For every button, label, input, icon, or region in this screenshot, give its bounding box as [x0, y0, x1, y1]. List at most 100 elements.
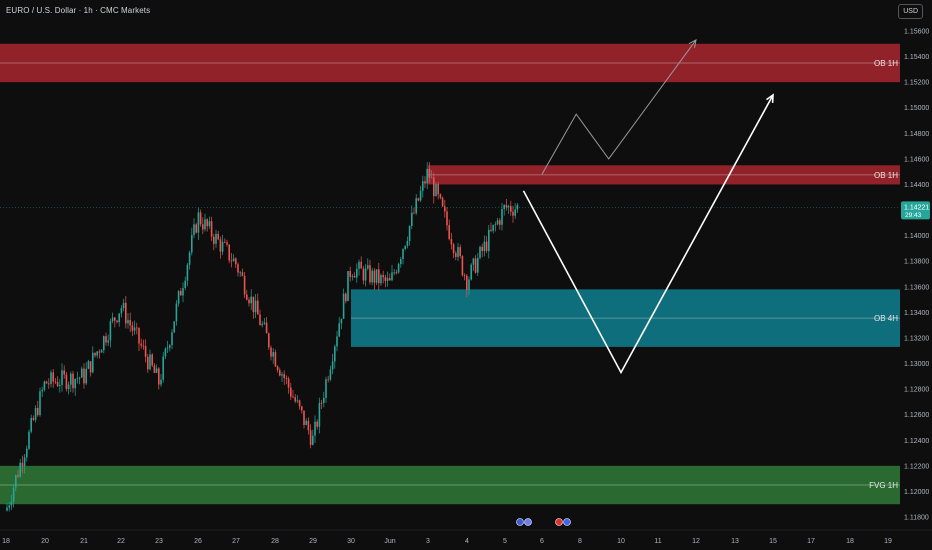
x-tick-label: 22 [117, 538, 125, 545]
candle-body [466, 275, 468, 290]
candle-body [142, 345, 145, 347]
candle-body [67, 384, 70, 389]
x-tick-label: 12 [692, 538, 700, 545]
event-marker-3 [555, 518, 563, 526]
candle-body [202, 224, 204, 230]
candle-body [226, 242, 228, 245]
y-tick-label: 1.12200 [904, 463, 929, 470]
candle-body [76, 378, 79, 380]
candle-body [151, 354, 153, 366]
candle-body [116, 320, 118, 323]
candle-body [461, 256, 464, 276]
candle-body [290, 387, 292, 397]
candle-body [353, 275, 356, 278]
candle-body [389, 278, 391, 281]
candle-body [430, 177, 433, 179]
candle-body [118, 313, 120, 323]
x-tick-label: 28 [271, 538, 279, 545]
x-tick-label: 20 [41, 538, 49, 545]
candle-body [107, 340, 109, 343]
candle-body [296, 400, 299, 402]
candle-body [219, 239, 222, 252]
y-tick-label: 1.13600 [904, 284, 929, 291]
candle-body [417, 198, 420, 201]
candle-body [45, 381, 48, 384]
candle-body [349, 271, 351, 277]
candle-body [424, 181, 426, 184]
candle-body [303, 410, 305, 425]
candle-body [83, 368, 85, 384]
candle-body [516, 204, 519, 210]
candle-body [318, 402, 321, 427]
candle-body [259, 314, 261, 326]
candle-body [224, 241, 226, 243]
candle-body [195, 224, 197, 233]
candle-body [92, 352, 94, 373]
candle-body [309, 430, 312, 445]
candle-body [450, 239, 453, 245]
candle-body [285, 378, 288, 379]
currency-button[interactable]: USD [898, 4, 923, 19]
candle-body [411, 212, 413, 226]
candle-body [413, 212, 415, 214]
candle-body [127, 320, 129, 324]
candle-body [314, 421, 316, 436]
candle-body [283, 374, 285, 379]
candle-body [94, 352, 96, 356]
candle-body [120, 308, 123, 314]
candle-body [400, 259, 402, 265]
candle-body [369, 265, 371, 283]
candle-body [105, 336, 107, 343]
candle-body [17, 475, 19, 477]
candle-body [30, 418, 32, 432]
candle-body [54, 381, 57, 383]
candle-body [72, 373, 74, 389]
candle-body [444, 206, 446, 212]
candle-body [241, 272, 244, 276]
candle-body [210, 221, 213, 237]
candle-body [301, 406, 303, 411]
candle-body [81, 368, 83, 378]
candle-body [149, 354, 151, 370]
candle-body [98, 351, 101, 353]
x-tick-label: 5 [503, 538, 507, 545]
candle-body [63, 370, 65, 375]
candle-body [175, 303, 178, 322]
y-tick-label: 1.15600 [904, 29, 929, 36]
candle-body [435, 184, 437, 197]
candle-body [479, 246, 481, 259]
candle-body [87, 361, 90, 369]
candle-body [43, 381, 46, 390]
candle-body [208, 221, 211, 227]
x-tick-label: 27 [232, 538, 240, 545]
candle-body [316, 421, 318, 427]
event-marker-1 [516, 518, 524, 526]
candle-body [358, 261, 360, 269]
zone-4 [0, 465, 900, 505]
candle-body [448, 225, 450, 240]
candle-body [41, 389, 43, 392]
y-tick-label: 1.13400 [904, 310, 929, 317]
y-tick-label: 1.11800 [904, 515, 929, 522]
candle-body [239, 272, 241, 274]
candle-body [472, 258, 475, 265]
candle-body [230, 260, 233, 262]
candle-body [320, 402, 323, 404]
candle-body [48, 383, 50, 385]
candle-body [463, 275, 466, 277]
price-axis-background [900, 0, 932, 550]
y-tick-label: 1.15000 [904, 105, 929, 112]
candle-body [204, 219, 206, 230]
candle-body [158, 368, 160, 385]
candle-body [78, 377, 81, 379]
candle-body [395, 272, 398, 274]
candle-body [261, 323, 263, 326]
last-price-countdown: 29:43 [905, 212, 922, 219]
x-tick-label: Jun [384, 538, 395, 545]
candle-body [457, 247, 459, 257]
candle-body [307, 420, 310, 431]
candle-body [331, 361, 334, 370]
candle-body [490, 229, 492, 231]
